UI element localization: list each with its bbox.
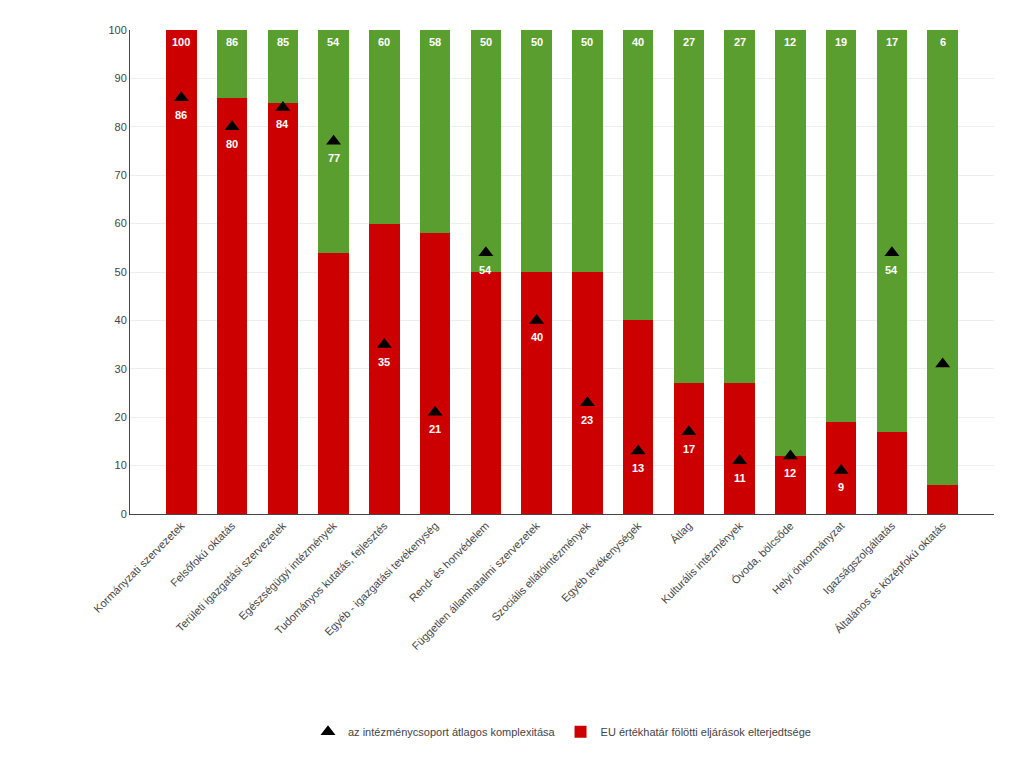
svg-text:Általános és középfokú oktatás: Általános és középfokú oktatás [832, 519, 948, 635]
svg-text:27: 27 [734, 36, 746, 48]
svg-text:30: 30 [115, 363, 127, 375]
svg-text:Felsőfokú oktatás: Felsőfokú oktatás [168, 519, 238, 589]
svg-text:23: 23 [581, 414, 593, 426]
svg-text:50: 50 [480, 36, 492, 48]
svg-text:EU értékhatár fölötti eljáráso: EU értékhatár fölötti eljárások elterjed… [601, 726, 811, 738]
svg-text:86: 86 [226, 36, 238, 48]
svg-text:Egyéb tevékenységek: Egyéb tevékenységek [559, 519, 644, 604]
svg-text:17: 17 [886, 36, 898, 48]
svg-text:40: 40 [632, 36, 644, 48]
svg-text:54: 54 [327, 36, 340, 48]
svg-text:86: 86 [175, 109, 187, 121]
svg-text:54: 54 [885, 264, 898, 276]
svg-text:40: 40 [115, 314, 127, 326]
svg-text:Átlag: Átlag [668, 520, 694, 546]
svg-text:21: 21 [429, 423, 441, 435]
svg-text:50: 50 [115, 266, 127, 278]
svg-text:77: 77 [328, 152, 340, 164]
svg-text:70: 70 [115, 169, 127, 181]
svg-text:Egyéb - igazgatási tevékenység: Egyéb - igazgatási tevékenység [322, 520, 440, 638]
svg-text:Kulturális intézmények: Kulturális intézmények [659, 519, 746, 606]
svg-text:Rend- és honvédelem: Rend- és honvédelem [407, 520, 492, 605]
svg-text:58: 58 [429, 36, 441, 48]
svg-text:50: 50 [581, 36, 593, 48]
svg-text:Területi igazgatási szervezete: Területi igazgatási szervezetek [174, 519, 289, 634]
svg-text:19: 19 [835, 36, 847, 48]
svg-text:Kormányzati szervezetek: Kormányzati szervezetek [91, 519, 187, 615]
svg-text:40: 40 [531, 331, 543, 343]
svg-text:Helyi önkormányzat: Helyi önkormányzat [770, 520, 847, 597]
svg-text:Igazságszolgáltatás: Igazságszolgáltatás [820, 519, 897, 596]
svg-text:6: 6 [940, 36, 946, 48]
svg-text:80: 80 [226, 138, 238, 150]
svg-text:54: 54 [479, 264, 492, 276]
svg-text:Tudományos kutatás, fejlesztés: Tudományos kutatás, fejlesztés [273, 519, 390, 636]
svg-text:60: 60 [115, 217, 127, 229]
svg-text:13: 13 [632, 462, 644, 474]
svg-text:12: 12 [784, 36, 796, 48]
svg-text:90: 90 [115, 72, 127, 84]
svg-text:17: 17 [683, 443, 695, 455]
svg-text:50: 50 [531, 36, 543, 48]
svg-text:az intézménycsoport átlagos ko: az intézménycsoport átlagos komplexitása [348, 726, 556, 738]
svg-text:85: 85 [277, 36, 289, 48]
svg-text:84: 84 [276, 118, 289, 130]
svg-text:11: 11 [734, 472, 746, 484]
svg-text:100: 100 [108, 24, 126, 36]
svg-text:100: 100 [172, 36, 190, 48]
svg-text:20: 20 [115, 411, 127, 423]
svg-text:Szociális ellátóintézmények: Szociális ellátóintézmények [489, 519, 593, 623]
svg-text:35: 35 [378, 356, 390, 368]
svg-text:Egészségügyi intézmények: Egészségügyi intézmények [236, 519, 339, 622]
svg-text:27: 27 [683, 36, 695, 48]
svg-text:60: 60 [378, 36, 390, 48]
svg-text:80: 80 [115, 121, 127, 133]
svg-text:9: 9 [838, 481, 844, 493]
svg-text:Óvoda, bölcsőde: Óvoda, bölcsőde [729, 520, 796, 587]
svg-text:0: 0 [121, 508, 127, 520]
svg-text:Független államhatalmi szervez: Független államhatalmi szervezetek [409, 519, 542, 652]
svg-text:10: 10 [115, 459, 127, 471]
svg-text:12: 12 [784, 467, 796, 479]
